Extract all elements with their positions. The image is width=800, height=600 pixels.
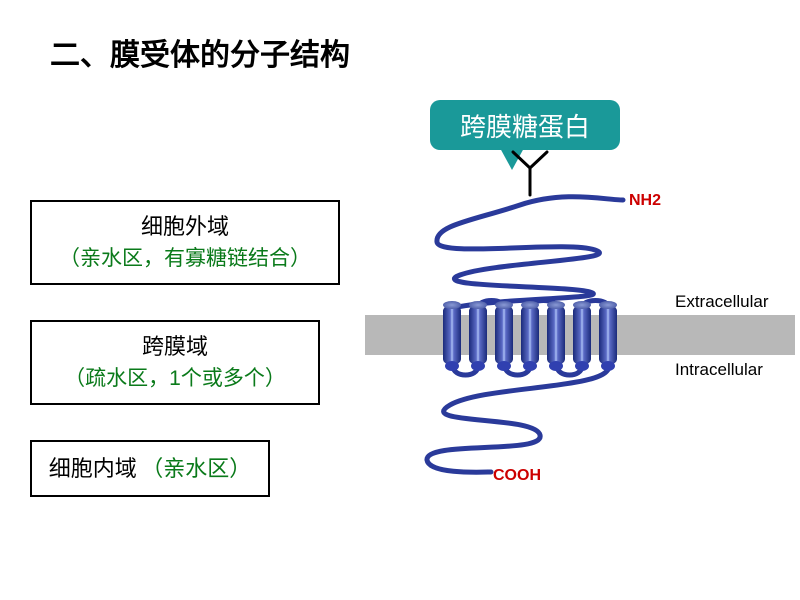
intracellular-loop <box>427 366 609 472</box>
label-box-intracellular: 细胞内域 （亲水区） <box>30 440 270 497</box>
transmembrane-helix <box>573 305 591 365</box>
label-sub: （亲水区） <box>141 456 251 481</box>
label-box-transmembrane: 跨膜域 （疏水区，1个或多个） <box>30 320 320 405</box>
transmembrane-helix <box>599 305 617 365</box>
cooh-label: COOH <box>493 467 541 485</box>
receptor-diagram: NH2 COOH Extracellular Intracellular <box>365 150 795 520</box>
nh2-label: NH2 <box>629 192 661 210</box>
extracellular-label: Extracellular <box>675 292 769 312</box>
callout-box: 跨膜糖蛋白 <box>430 100 620 150</box>
transmembrane-helix <box>547 305 565 365</box>
label-sub: （疏水区，1个或多个） <box>46 363 304 395</box>
label-sub: （亲水区，有寡糖链结合） <box>46 243 324 275</box>
label-main: 细胞外域 <box>46 210 324 243</box>
transmembrane-helix <box>443 305 461 365</box>
transmembrane-helix <box>495 305 513 365</box>
intracellular-label: Intracellular <box>675 360 763 380</box>
glycan-icon <box>513 152 547 195</box>
label-box-extracellular: 细胞外域 （亲水区，有寡糖链结合） <box>30 200 340 285</box>
extracellular-loop <box>437 197 623 308</box>
page-title: 二、膜受体的分子结构 <box>50 30 350 74</box>
transmembrane-helix <box>521 305 539 365</box>
transmembrane-helix <box>469 305 487 365</box>
label-main: 细胞内域 <box>49 456 137 481</box>
label-main: 跨膜域 <box>46 330 304 363</box>
